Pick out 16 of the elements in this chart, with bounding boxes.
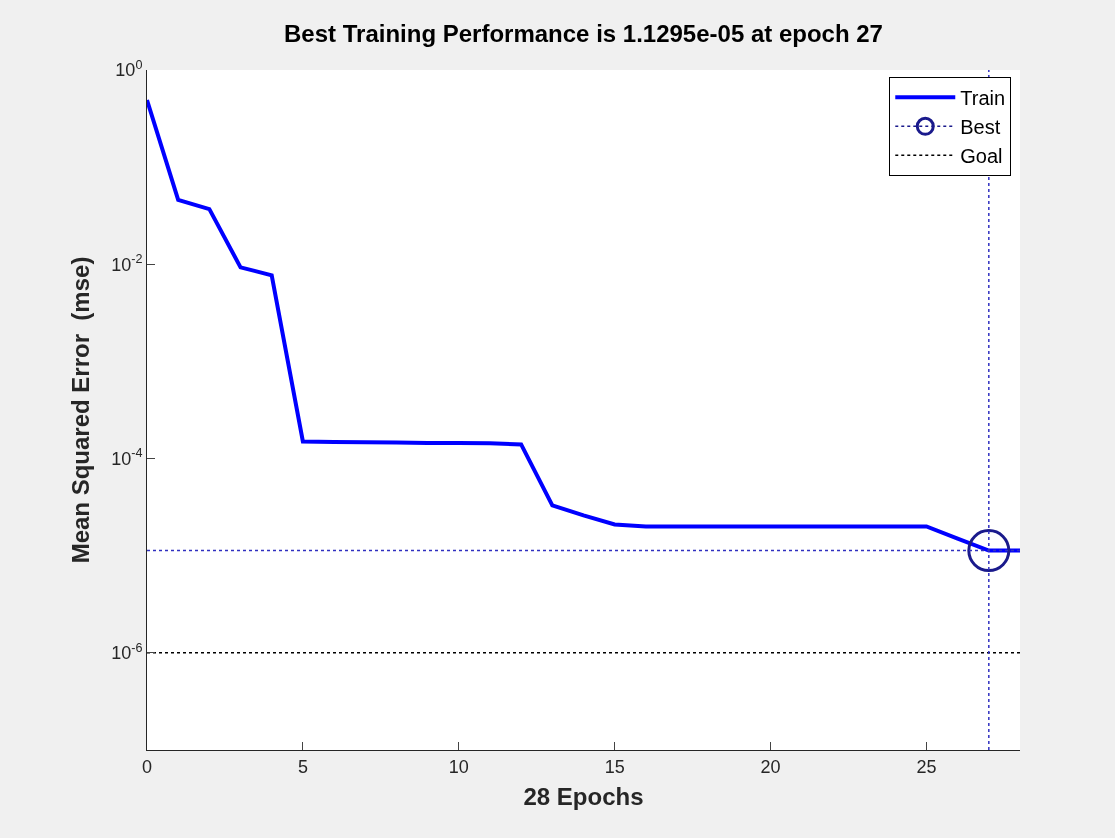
legend-label: Train: [960, 87, 1006, 110]
y-tick-label: 10$^{-4}$: [111, 446, 143, 469]
y-axis-title: Mean Squared Error (mse): [67, 256, 95, 564]
legend-label: Goal: [960, 145, 1003, 168]
x-tick-label: 20: [760, 756, 781, 777]
chart-title: Best Training Performance is 1.1295e-05 at epoch 27: [284, 19, 883, 47]
x-tick-label: 0: [141, 756, 153, 777]
x-axis-title: 28 Epochs: [523, 782, 644, 810]
legend-label: Best: [960, 116, 1001, 139]
x-tick-label: 25: [916, 756, 937, 777]
y-tick-label: 10$^{-6}$: [111, 640, 143, 664]
x-tick-label: 10: [448, 756, 469, 777]
y-tick-label: 10$^{-2}$: [111, 252, 143, 275]
y-tick-label: 10$^{0}$: [115, 57, 143, 81]
x-tick-label: 5: [297, 756, 308, 777]
x-tick-label: 15: [604, 756, 625, 777]
